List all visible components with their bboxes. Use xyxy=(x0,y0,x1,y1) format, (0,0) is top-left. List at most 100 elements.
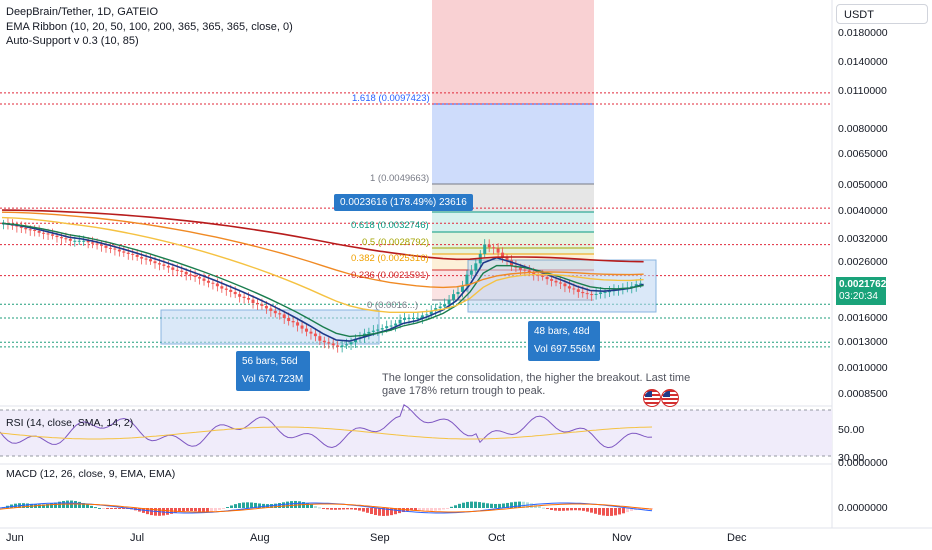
macd-histogram-bar xyxy=(94,507,97,509)
fib-0-label: 0 (0.0016...) xyxy=(367,300,419,311)
candle-body xyxy=(100,244,104,246)
macd-histogram-bar xyxy=(342,508,345,510)
candle-body xyxy=(340,345,344,347)
candle-body xyxy=(327,342,331,344)
macd-histogram-bar xyxy=(446,508,449,509)
candle-body xyxy=(501,252,505,258)
candle-body xyxy=(367,331,371,334)
range2-box xyxy=(467,259,657,313)
candle-body xyxy=(153,261,157,264)
candle-body xyxy=(193,275,197,278)
candle-body xyxy=(242,296,246,298)
candle-body xyxy=(91,242,95,244)
rsi-label[interactable]: RSI (14, close, SMA, 14, 2) xyxy=(6,417,134,429)
candle-body xyxy=(536,274,540,276)
us-flag-icon[interactable] xyxy=(661,389,679,407)
macd-histogram-bar xyxy=(582,508,585,511)
macd-histogram-bar xyxy=(106,508,109,509)
candle-body xyxy=(594,293,598,295)
candle-body xyxy=(590,294,594,296)
price-tick: 0.0080000 xyxy=(838,123,888,135)
symbol-title: DeepBrain/Tether, 1D, GATEIO xyxy=(6,6,159,18)
macd-histogram-bar xyxy=(590,508,593,513)
macd-signal-line xyxy=(0,503,653,513)
macd-histogram-bar xyxy=(294,500,297,508)
macd-histogram-bar xyxy=(186,508,189,512)
macd-histogram-bar xyxy=(230,505,233,508)
candle-body xyxy=(452,294,456,300)
candle-body xyxy=(349,342,353,345)
fib-05-label: 0.5 (0.0028792) xyxy=(362,237,430,248)
macd-histogram-bar xyxy=(618,508,621,515)
macd-histogram-bar xyxy=(378,508,381,516)
macd-histogram-bar xyxy=(514,501,517,508)
candle-body xyxy=(166,265,170,268)
macd-histogram-bar xyxy=(562,508,565,511)
candle-body xyxy=(483,244,487,254)
candle-body xyxy=(215,283,219,287)
candle-body xyxy=(73,240,77,242)
candle-body xyxy=(322,340,326,343)
auto-support-label[interactable]: Auto-Support v 0.3 (10, 85) xyxy=(6,35,139,47)
macd-histogram-bar xyxy=(274,503,277,508)
candle-body xyxy=(55,235,59,238)
candle-body xyxy=(380,328,384,330)
ema-ribbon-label[interactable]: EMA Ribbon (10, 20, 50, 100, 200, 365, 3… xyxy=(6,21,293,33)
price-tick: 0.0008500 xyxy=(838,388,888,400)
macd-histogram-bar xyxy=(550,508,553,511)
candle-body xyxy=(180,270,184,272)
last-price-value: 0.0021762 xyxy=(839,279,887,290)
macd-histogram-bar xyxy=(362,508,365,512)
fib-0382-label: 0.382 (0.0025316) xyxy=(351,253,429,264)
price-tick: 0.0032000 xyxy=(838,233,888,245)
candle-body xyxy=(585,293,589,295)
candle-body xyxy=(376,329,380,331)
macd-histogram-bar xyxy=(614,508,617,516)
countdown-value: 03:20:34 xyxy=(839,291,878,302)
macd-histogram-bar xyxy=(478,502,481,508)
candle-body xyxy=(558,282,562,284)
macd-histogram-bar xyxy=(454,505,457,508)
macd-histogram-bar xyxy=(518,501,521,508)
macd-histogram-bar xyxy=(426,508,429,511)
macd-histogram-bar xyxy=(602,508,605,516)
rsi-line xyxy=(0,404,653,449)
currency-button[interactable]: USDT xyxy=(836,4,928,24)
candle-body xyxy=(264,305,268,309)
candle-body xyxy=(527,270,531,273)
macd-histogram-bar xyxy=(290,501,293,508)
macd-histogram-bar xyxy=(198,508,201,512)
macd-label[interactable]: MACD (12, 26, close, 9, EMA, EMA) xyxy=(6,468,176,480)
macd-histogram-bar xyxy=(430,508,433,511)
candle-body xyxy=(206,280,210,283)
measure-top-label[interactable]: 0.0023616 (178.49%) 23616 xyxy=(334,194,473,211)
range2-label[interactable]: 48 bars, 48d Vol 697.556M xyxy=(528,321,600,361)
rsi-tick-30: 30.00 xyxy=(838,452,865,464)
candle-body xyxy=(411,318,415,319)
macd-histogram-bar xyxy=(46,504,49,508)
range1-label[interactable]: 56 bars, 56d Vol 674.723M xyxy=(236,351,310,391)
us-flag-icon[interactable] xyxy=(643,389,661,407)
candle-body xyxy=(438,306,442,309)
macd-histogram-bar xyxy=(54,502,57,508)
macd-histogram-bar xyxy=(586,508,589,512)
candle-body xyxy=(220,286,224,289)
range1-vol: Vol 674.723M xyxy=(242,374,304,385)
candle-body xyxy=(211,282,215,284)
macd-histogram-bar xyxy=(422,508,425,511)
candle-body xyxy=(371,330,375,332)
candle-body xyxy=(77,240,81,242)
candle-body xyxy=(581,291,585,294)
macd-histogram-bar xyxy=(150,508,153,516)
target-zone-red xyxy=(432,0,594,104)
time-tick: Aug xyxy=(250,532,270,544)
macd-histogram-bar xyxy=(522,501,525,508)
macd-histogram-bar xyxy=(626,508,629,513)
macd-histogram-bar xyxy=(226,507,229,509)
fib-zone-blue xyxy=(432,104,594,184)
rsi-band xyxy=(0,410,832,456)
candle-body xyxy=(117,249,121,252)
macd-histogram-bar xyxy=(322,508,325,509)
candle-body xyxy=(309,331,313,334)
